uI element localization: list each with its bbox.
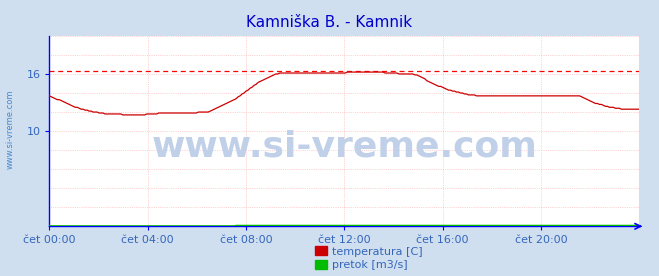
Legend: temperatura [C], pretok [m3/s]: temperatura [C], pretok [m3/s] [316,246,422,270]
Text: www.si-vreme.com: www.si-vreme.com [5,90,14,169]
Text: www.si-vreme.com: www.si-vreme.com [152,129,537,163]
Text: Kamniška B. - Kamnik: Kamniška B. - Kamnik [246,15,413,30]
